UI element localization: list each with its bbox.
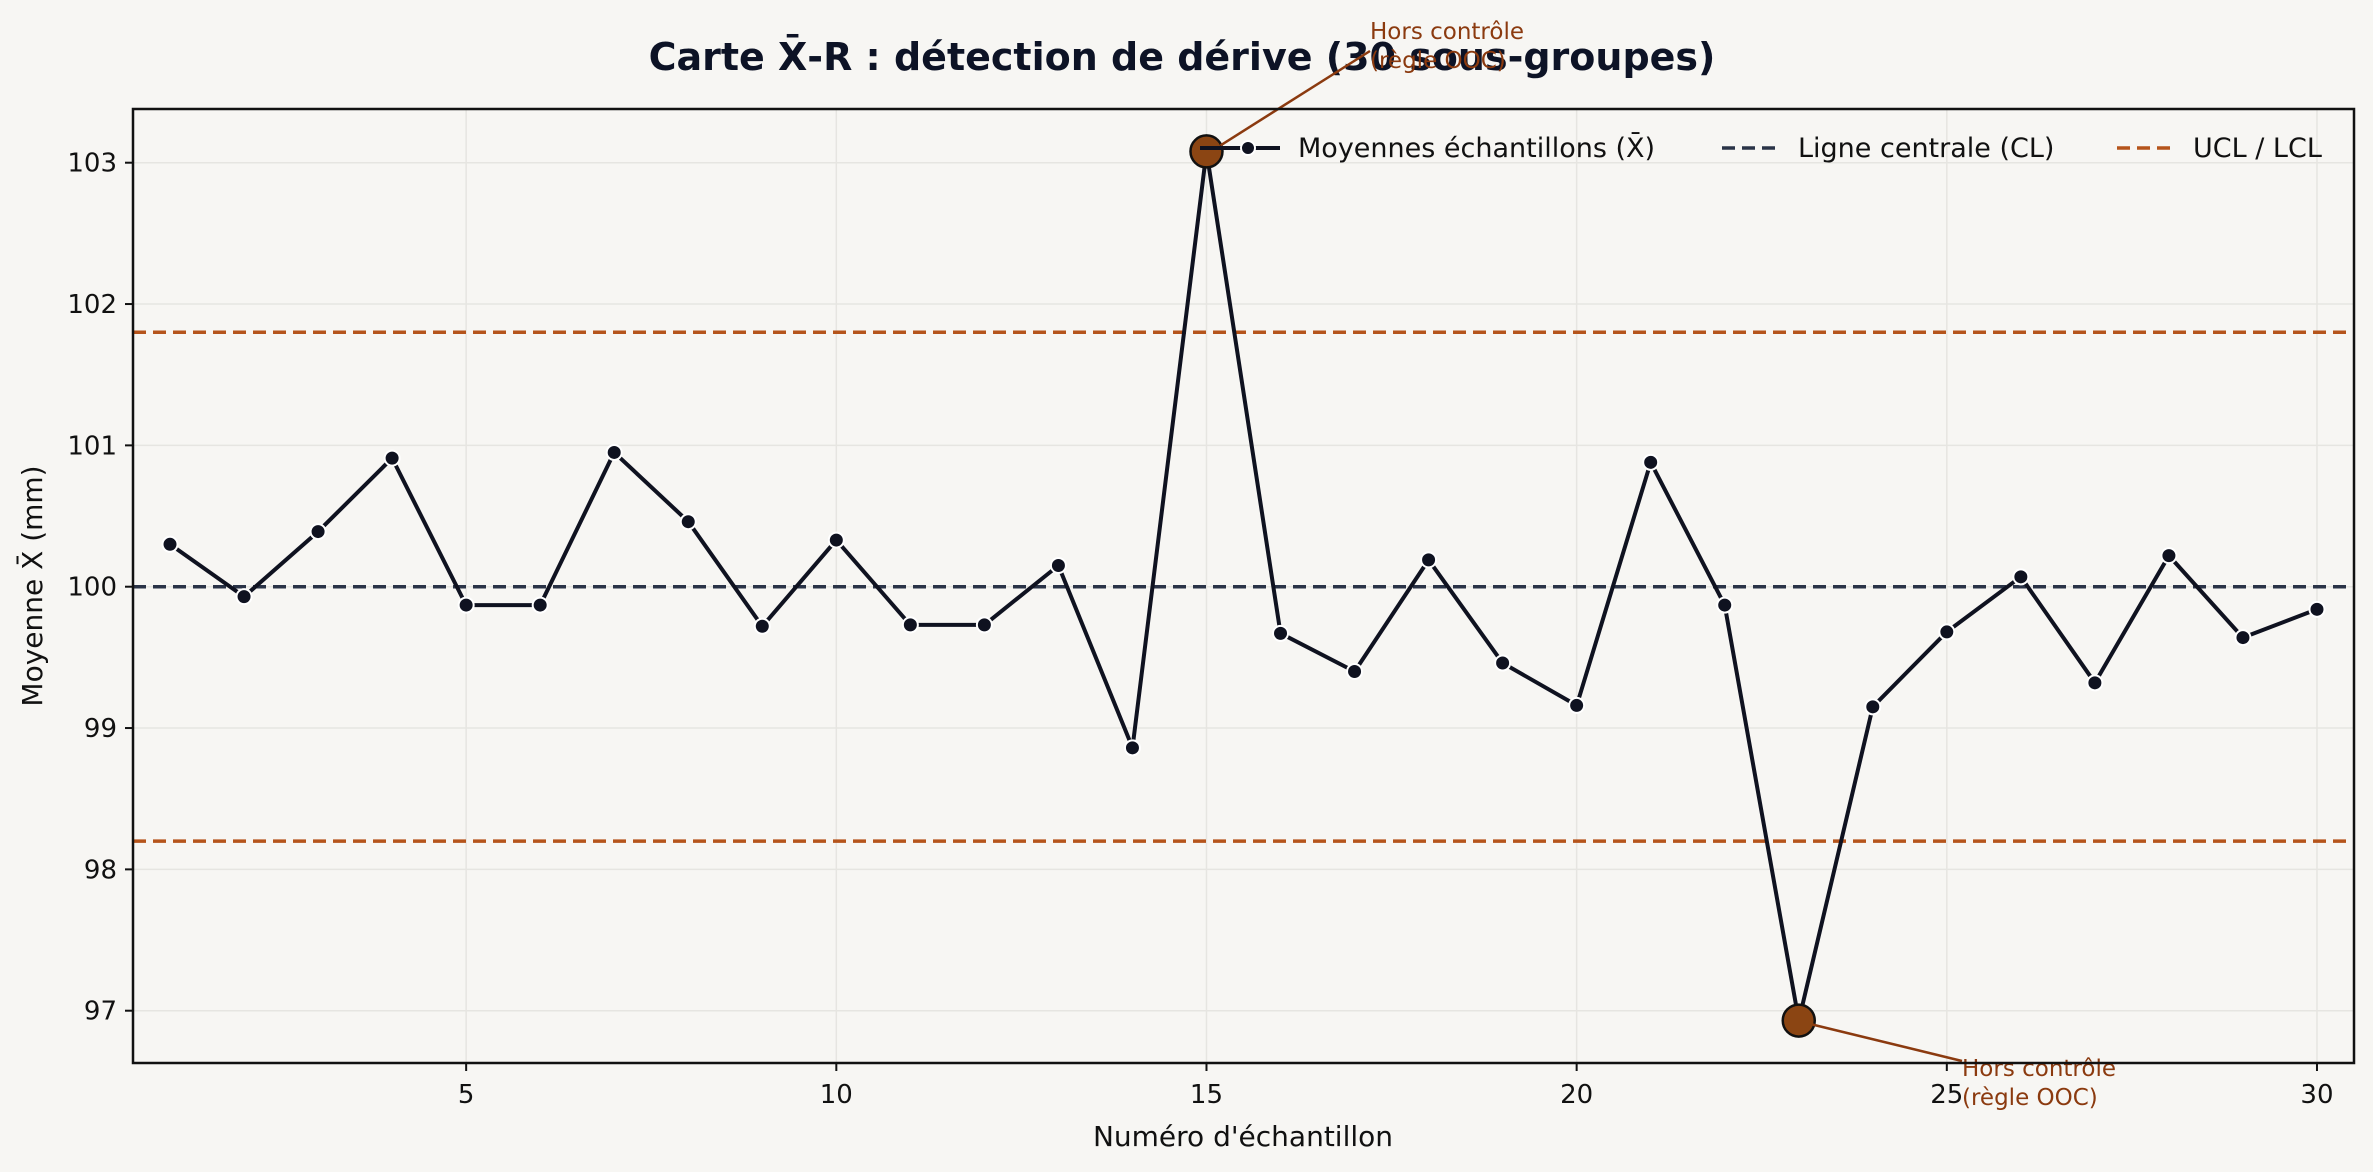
- xbar-point: [531, 596, 549, 614]
- xbar-point: [1346, 663, 1364, 681]
- legend-marker-xbar: [1240, 140, 1256, 156]
- legend-label-limits: UCL / LCL: [2193, 133, 2322, 164]
- xbar-point: [2160, 547, 2178, 565]
- control-limits: [133, 330, 2354, 843]
- xbar-point: [1568, 696, 1586, 714]
- x-tick-label: 15: [1190, 1080, 1223, 1110]
- ooc-annotation-line: (règle OOC): [1962, 1085, 2098, 1111]
- xbar-point: [1272, 624, 1290, 642]
- xbar-point: [827, 531, 845, 549]
- y-tick-label: 99: [84, 714, 117, 744]
- annotations: Hors contrôle (règle OOC) Hors contrôle (rè…: [1189, 19, 2116, 1111]
- legend-label-xbar: Moyennes échantillons (X̄): [1298, 132, 1655, 164]
- x-tick-label: 25: [1930, 1080, 1963, 1110]
- series-xbar: [161, 142, 2326, 1030]
- ooc-annotation: Hors contrôle (règle OOC): [1370, 19, 1524, 74]
- ooc-annotation-line: Hors contrôle: [1370, 19, 1524, 45]
- y-axis-label: Moyenne X̄ (mm): [15, 465, 49, 706]
- ooc-arrow: [1219, 49, 1371, 147]
- xbar-point: [309, 523, 327, 541]
- xbar-point: [383, 449, 401, 467]
- ooc-marker: [1781, 1003, 1816, 1038]
- xbar-point: [1642, 453, 1660, 471]
- y-tick-label: 98: [84, 855, 117, 885]
- xbar-point: [753, 617, 771, 635]
- x-axis-label: Numéro d'échantillon: [1093, 1120, 1393, 1153]
- xbar-point: [2012, 568, 2030, 586]
- y-axis-ticks: 97 98 99 100 101 102 103: [67, 149, 133, 1027]
- xbar-point: [2308, 600, 2326, 618]
- xbar-point: [901, 616, 919, 634]
- x-axis-ticks: 5 10 15 20 25 30: [458, 1063, 2334, 1110]
- x-tick-label: 10: [820, 1080, 853, 1110]
- ooc-annotation-line: (règle OOC): [1370, 48, 1506, 74]
- xbar-point: [235, 588, 253, 606]
- y-tick-label: 100: [67, 573, 117, 603]
- xbar-point: [2234, 629, 2252, 647]
- legend-label-cl: Ligne centrale (CL): [1798, 133, 2054, 164]
- xbar-point: [1420, 551, 1438, 569]
- xbar-point: [1494, 654, 1512, 672]
- x-tick-label: 20: [1560, 1080, 1593, 1110]
- ooc-annotation: Hors contrôle (règle OOC): [1962, 1056, 2116, 1111]
- xbar-point: [1049, 557, 1067, 575]
- legend: Moyennes échantillons (X̄) Ligne central…: [1200, 132, 2322, 164]
- xbar-series-line: [168, 149, 2318, 1023]
- ooc-annotation-line: Hors contrôle: [1962, 1056, 2116, 1082]
- xbar-point: [161, 535, 179, 553]
- ooc-arrow: [1812, 1023, 1963, 1063]
- xbar-point: [1123, 739, 1141, 757]
- xbar-point: [975, 616, 993, 634]
- xbar-point: [679, 513, 697, 531]
- y-tick-label: 97: [84, 997, 117, 1027]
- xbar-point: [457, 596, 475, 614]
- xbar-point: [1938, 623, 1956, 641]
- x-tick-label: 30: [2300, 1080, 2333, 1110]
- ooc-marker: [1189, 134, 1224, 169]
- xbar-point: [1864, 698, 1882, 716]
- y-tick-label: 101: [67, 431, 117, 461]
- xbar-point: [605, 443, 623, 461]
- x-tick-label: 5: [458, 1080, 475, 1110]
- y-tick-label: 102: [67, 290, 117, 320]
- xbar-point: [1716, 596, 1734, 614]
- y-tick-label: 103: [67, 149, 117, 179]
- xbar-point: [2086, 674, 2104, 692]
- chart-title: Carte X̄-R : détection de dérive (30 sou…: [649, 34, 1716, 79]
